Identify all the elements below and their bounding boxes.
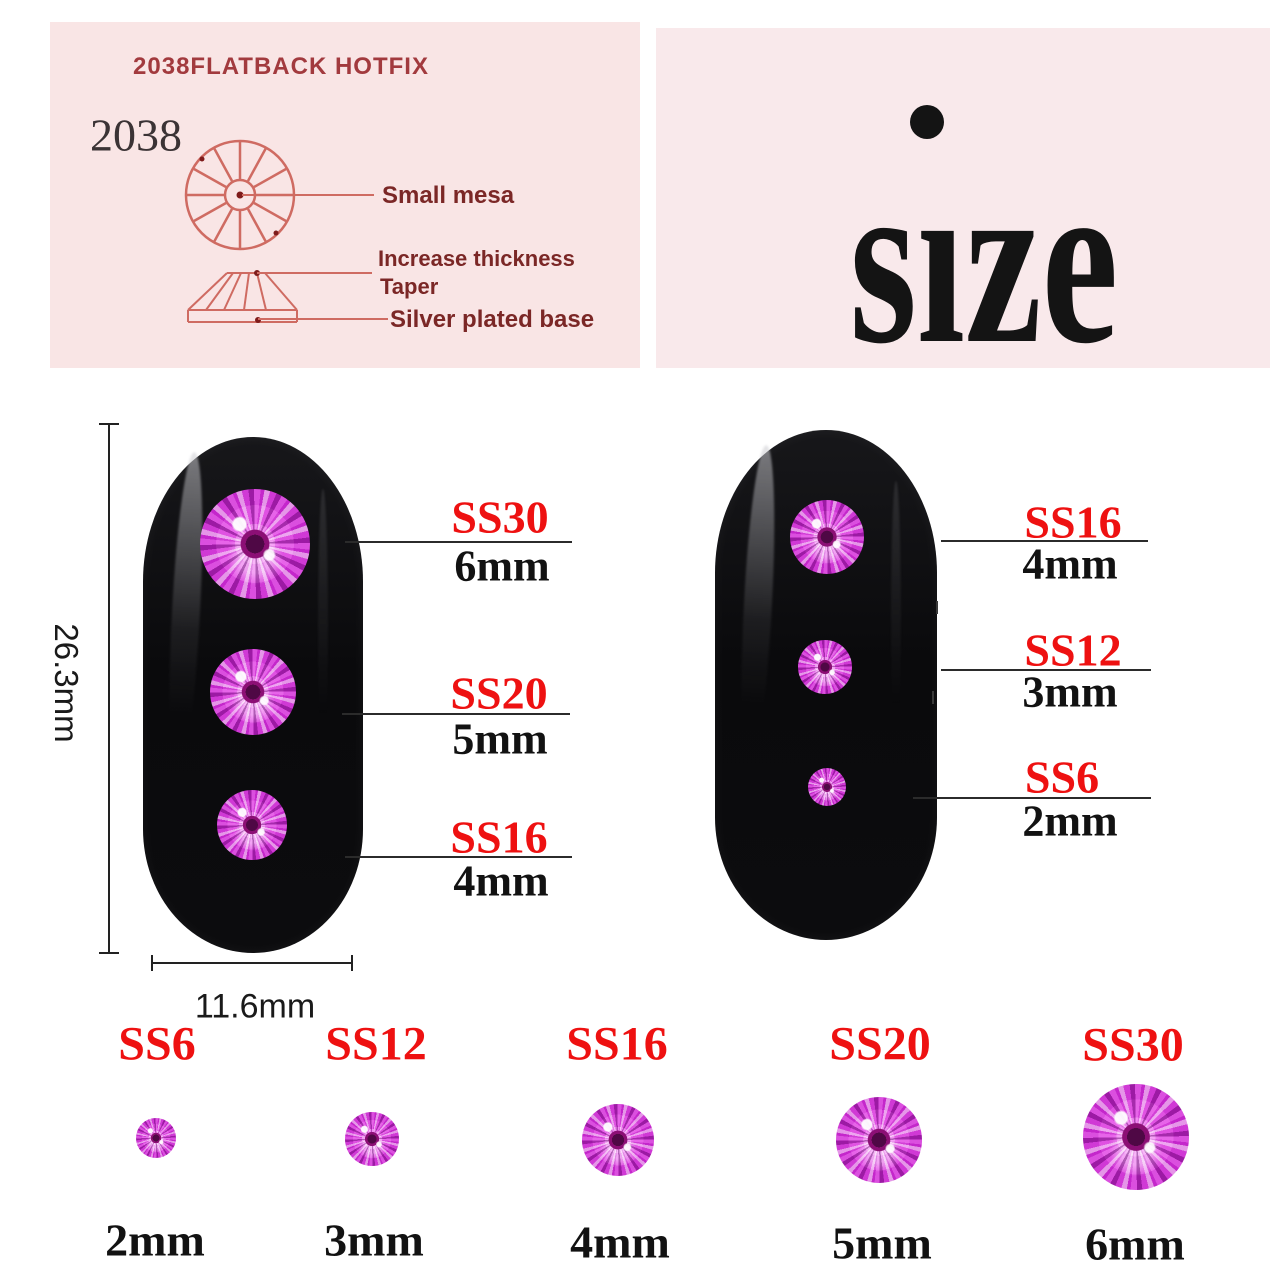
- callout-code-ss16-right: SS16: [1024, 496, 1122, 548]
- nail-gloss-highlight: [891, 481, 902, 762]
- rhinestone-chart-ss16: [582, 1104, 654, 1176]
- callout-line: [342, 713, 570, 715]
- small-mesa-label: Small mesa: [382, 182, 515, 209]
- size-title-panel: sıze: [656, 28, 1270, 380]
- callout-size-4mm-right: 4mm: [1022, 539, 1118, 589]
- callout-size-5mm: 5mm: [452, 714, 548, 764]
- increase-thickness-label: Increase thickness: [378, 246, 575, 271]
- edge-tick: [936, 601, 938, 614]
- chart-code-ss6: SS6: [118, 1017, 196, 1071]
- small-mesa-leader-line: [242, 194, 374, 196]
- width-dimension-label: 11.6mm: [194, 987, 316, 1026]
- diagram-header: 2038FLATBACK HOTFIX: [133, 53, 429, 80]
- chart-size-2mm: 2mm: [105, 1214, 205, 1266]
- rhinestone-right-ss6: [808, 768, 846, 806]
- i-dot: [910, 105, 944, 139]
- height-dimension-label: 26.3mm: [48, 623, 85, 743]
- width-dim-left-bar: [151, 955, 153, 971]
- stone-top-view-diagram: [184, 139, 296, 251]
- height-dimension-line: [108, 424, 110, 954]
- nail-gloss-highlight: [163, 451, 208, 773]
- callout-line: [345, 541, 572, 543]
- callout-code-ss6: SS6: [1024, 751, 1100, 803]
- model-number: 2038: [90, 109, 182, 161]
- callout-code-ss30: SS30: [451, 491, 549, 543]
- rhinestone-left-ss30: [200, 489, 310, 599]
- callout-line: [941, 669, 1151, 671]
- edge-tick: [932, 691, 934, 704]
- taper-label: Taper: [380, 274, 439, 299]
- silver-plated-base-label: Silver plated base: [390, 306, 595, 333]
- rhinestone-chart-ss20: [836, 1097, 922, 1183]
- callout-code-ss16: SS16: [450, 811, 548, 863]
- nail-gloss-highlight: [735, 444, 781, 763]
- construction-diagram-panel: 2038FLATBACK HOTFIX 2038: [50, 22, 640, 368]
- rhinestone-right-ss12: [798, 640, 852, 694]
- width-dim-right-bar: [351, 955, 353, 971]
- center-dot: [236, 191, 244, 199]
- callout-line: [345, 856, 572, 858]
- callout-line: [941, 540, 1148, 542]
- rhinestone-right-ss16: [790, 500, 864, 574]
- chart-size-5mm: 5mm: [832, 1217, 932, 1269]
- rhinestone-left-ss16: [217, 790, 287, 860]
- chart-code-ss30: SS30: [1082, 1018, 1184, 1072]
- silver-base-leader-line: [258, 318, 388, 320]
- height-dim-top-bar: [99, 423, 119, 425]
- callout-size-3mm: 3mm: [1022, 667, 1118, 717]
- rhinestone-left-ss20: [210, 649, 296, 735]
- rhinestone-chart-ss12: [345, 1112, 399, 1166]
- chart-code-ss20: SS20: [829, 1017, 931, 1071]
- width-dimension-line: [152, 962, 352, 964]
- chart-size-6mm: 6mm: [1085, 1218, 1185, 1270]
- increase-thickness-leader-line: [257, 272, 372, 274]
- chart-code-ss12: SS12: [325, 1017, 427, 1071]
- rhinestone-chart-ss30: [1083, 1084, 1189, 1190]
- stone-side-view-diagram: [187, 270, 298, 323]
- callout-code-ss20: SS20: [450, 667, 548, 719]
- rhinestone-chart-ss6: [136, 1118, 176, 1158]
- size-title: sıze: [849, 127, 1119, 393]
- callout-line: [913, 797, 1151, 799]
- height-dim-bottom-bar: [99, 952, 119, 954]
- chart-size-3mm: 3mm: [324, 1214, 424, 1266]
- chart-size-4mm: 4mm: [570, 1216, 670, 1268]
- chart-code-ss16: SS16: [566, 1017, 668, 1071]
- callout-code-ss12: SS12: [1024, 624, 1122, 676]
- nail-gloss-highlight: [317, 488, 328, 773]
- callout-size-6mm: 6mm: [454, 541, 550, 591]
- callout-size-2mm: 2mm: [1022, 796, 1118, 846]
- callout-size-4mm: 4mm: [453, 856, 549, 906]
